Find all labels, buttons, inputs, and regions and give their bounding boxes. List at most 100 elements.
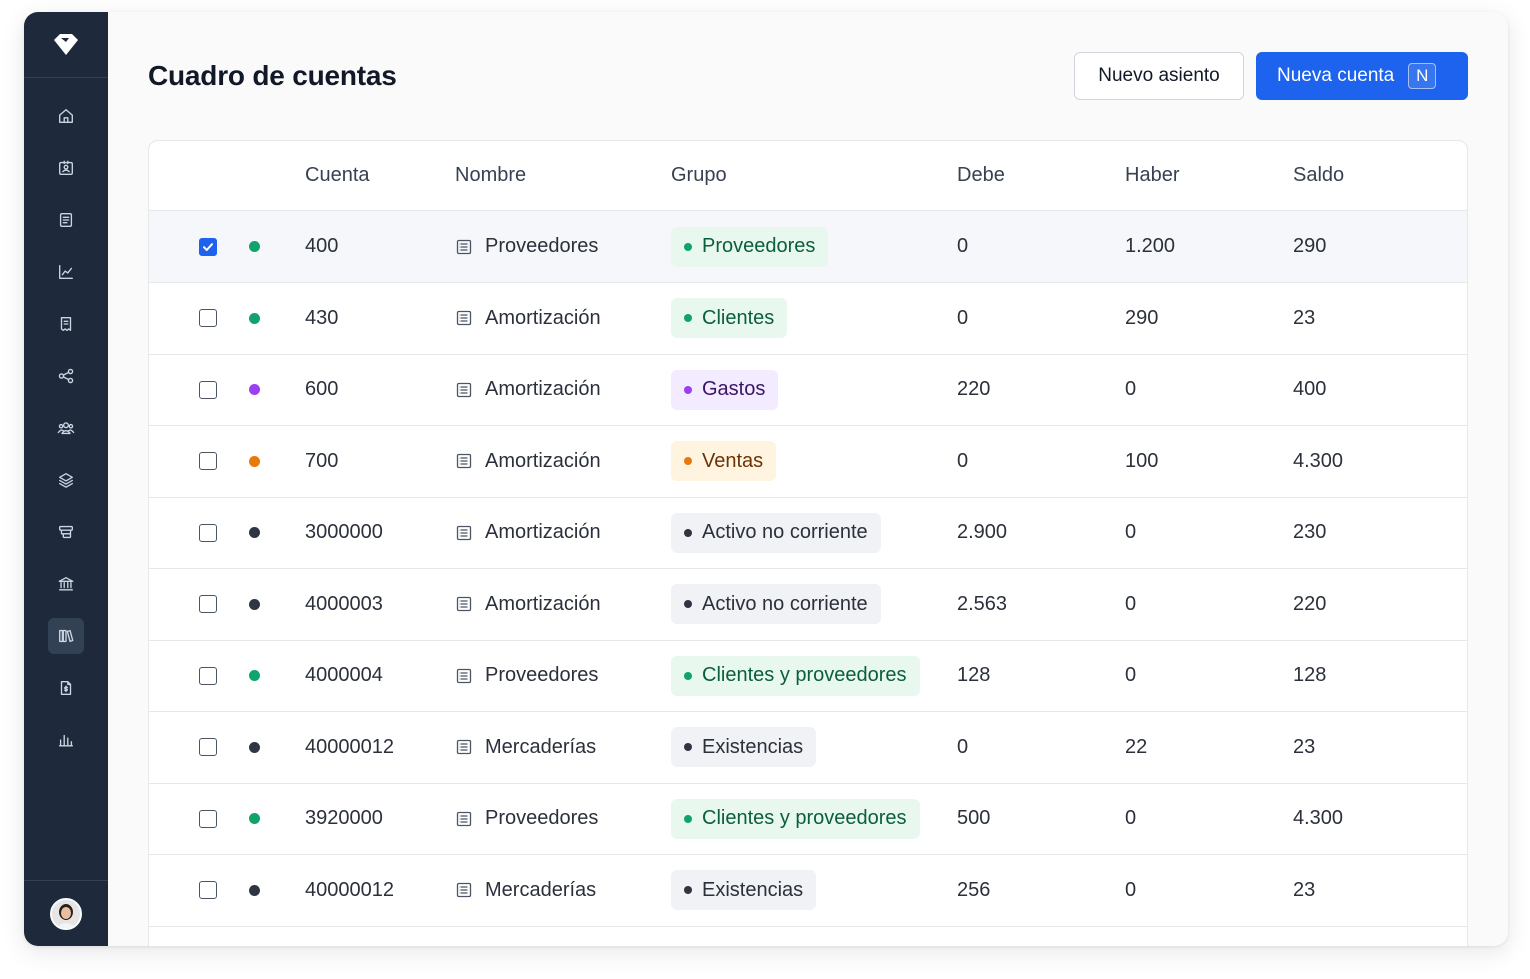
cell-nombre[interactable]: Amortización [455,354,601,425]
group-badge[interactable]: Gastos [671,369,779,410]
cell-haber: 22 [1125,735,1148,758]
badge-dot [684,814,692,823]
row-checkbox[interactable] [199,881,217,899]
status-dot-cell [249,426,260,497]
table-row[interactable]: 4000004 Proveedores Clientes y proveedores… [149,640,1467,712]
group-label: Clientes y proveedores [702,807,907,829]
group-badge[interactable]: Proveedores [671,226,829,267]
row-checkbox[interactable] [199,666,217,685]
cell-haber: 0 [1125,807,1137,829]
column-header-nombre[interactable]: Nombre [455,164,527,186]
table-row[interactable]: 600 Amortización Gastos 220 0 400 [149,354,1467,426]
row-checkbox[interactable] [199,309,217,327]
new-entry-label: Nuevo asiento [1098,65,1220,86]
sidebar-item-books[interactable] [48,618,84,654]
group-label: Ventas [702,449,764,472]
cell-debe: 220 [957,378,991,400]
status-dot-cell [249,211,260,282]
row-checkbox-cell [199,783,217,854]
sidebar-item-document-dollar[interactable] [48,670,84,706]
column-header-cuenta[interactable]: Cuenta [305,164,370,186]
cell-nombre[interactable]: Proveedores [455,640,598,711]
cell-nombre[interactable]: Amortización [455,569,601,640]
table-row[interactable]: 3000000 Amortización Activo no corriente 2.… [149,497,1467,569]
group-badge[interactable]: Existencias [671,870,817,910]
status-dot [249,813,260,824]
cell-saldo: 230 [1293,521,1327,543]
list-doc-icon [456,239,472,254]
row-checkbox[interactable] [199,237,217,256]
cell-nombre[interactable]: Mercaderías [455,855,596,926]
layers-icon [59,473,73,488]
account-name: Amortización [485,592,601,615]
cell-nombre[interactable]: Amortización [455,283,601,354]
account-name: Amortización [485,306,601,329]
column-header-debe[interactable]: Debe [957,164,1005,186]
cell-grupo: Ventas [671,426,777,497]
group-badge[interactable]: Activo no corriente [671,584,881,624]
row-checkbox[interactable] [199,595,217,613]
cell-nombre[interactable]: Proveedores [455,783,598,854]
cell-nombre[interactable]: Amortización [455,426,601,497]
logo[interactable] [24,12,108,78]
cell-debe: 2.563 [957,592,1008,615]
row-checkbox-cell [199,497,217,568]
column-header-saldo[interactable]: Saldo [1293,164,1345,186]
group-badge[interactable]: Existencias [671,727,817,767]
sidebar-item-line-chart[interactable] [48,254,84,290]
table-row[interactable]: 40000012 Mercaderías Existencias 0 22 23 [149,712,1467,784]
status-dot-cell [249,783,260,854]
cell-nombre[interactable]: Amortización [455,497,601,568]
row-checkbox[interactable] [199,452,217,470]
group-badge[interactable]: Clientes [671,298,788,338]
group-label: Clientes y proveedores [702,664,907,686]
sidebar-item-users[interactable] [48,410,84,446]
new-account-button[interactable]: Nueva cuenta N [1256,52,1468,100]
sidebar-item-layers[interactable] [48,462,84,498]
group-badge[interactable]: Clientes y proveedores [671,655,920,696]
table-row[interactable]: 400 Proveedores Proveedores 0 1.200 290 [149,211,1467,283]
status-dot [249,598,260,610]
cell-haber: 290 [1125,306,1159,329]
sidebar-item-invoice[interactable] [48,202,84,238]
table-row[interactable]: 4000003 Amortización Activo no corriente 2.… [149,569,1467,641]
column-header-haber[interactable]: Haber [1125,164,1180,186]
group-badge[interactable]: Ventas [671,441,777,481]
row-checkbox[interactable] [199,380,217,399]
cell-grupo: Activo no corriente [671,497,881,568]
group-badge[interactable]: Activo no corriente [671,512,881,553]
table-row[interactable]: 430 Amortización Clientes 0 290 23 [149,283,1467,355]
cell-nombre[interactable]: Proveedores [455,211,598,282]
table-row[interactable]: 3920000 Proveedores Clientes y proveedores… [149,783,1467,855]
line-chart-icon [59,265,73,279]
group-badge[interactable]: Clientes y proveedores [671,798,920,839]
sidebar-item-receipt[interactable] [48,306,84,342]
account-name: Mercaderías [485,878,597,901]
cell-saldo: 290 [1293,235,1327,257]
row-checkbox-cell [199,426,217,497]
row-checkbox[interactable] [199,523,217,542]
sidebar-item-bank[interactable] [48,566,84,602]
new-entry-button[interactable]: Nuevo asiento [1074,52,1244,100]
group-label: Activo no corriente [702,521,868,543]
sidebar-item-home[interactable] [48,98,84,134]
column-header-grupo[interactable]: Grupo [671,164,727,186]
cell-nombre[interactable]: Mercaderías [455,712,596,783]
table-row[interactable]: 40000012 Mercaderías Existencias 256 0 23 [149,855,1467,927]
cell-haber: 100 [1125,449,1159,472]
sidebar-item-stack[interactable] [48,514,84,550]
sidebar-item-share-nodes[interactable] [48,358,84,394]
row-checkbox[interactable] [199,738,217,756]
badge-dot [684,457,692,465]
cell-grupo: Clientes y proveedores [671,640,920,711]
sidebar-item-bar-chart[interactable] [48,722,84,758]
cell-saldo: 4.300 [1293,449,1344,472]
bar-chart-icon [59,734,73,747]
table-row[interactable]: 700 Amortización Ventas 0 100 4.300 [149,426,1467,498]
cell-cuenta: 40000012 [305,735,394,758]
stack-icon [59,525,73,539]
row-checkbox[interactable] [199,809,217,828]
sidebar-item-contact-card[interactable] [48,150,84,186]
list-doc-icon [456,310,472,326]
avatar[interactable] [50,897,82,930]
